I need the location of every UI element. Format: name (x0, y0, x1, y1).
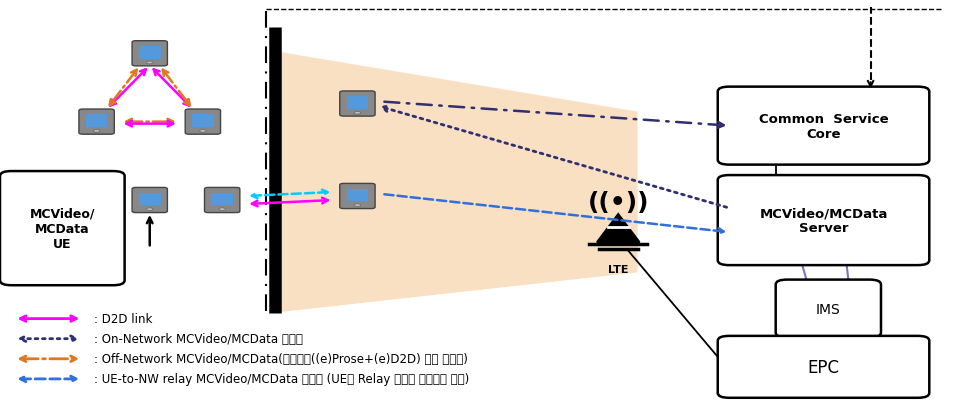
Bar (139, 193, 160, 206)
Text: IMS: IMS (816, 302, 840, 316)
Bar (347, 97, 368, 110)
Bar (192, 115, 213, 128)
Circle shape (219, 209, 225, 211)
Text: : D2D link: : D2D link (94, 312, 152, 325)
Text: MCVideo/MCData
Server: MCVideo/MCData Server (759, 207, 888, 235)
Bar (139, 47, 160, 60)
Circle shape (355, 205, 360, 207)
Text: EPC: EPC (808, 358, 839, 376)
Text: : On-Network MCVideo/MCData 서비스: : On-Network MCVideo/MCData 서비스 (94, 332, 302, 345)
Circle shape (94, 130, 99, 133)
Bar (86, 115, 107, 128)
FancyBboxPatch shape (0, 172, 125, 286)
FancyBboxPatch shape (340, 92, 375, 117)
Circle shape (355, 112, 360, 115)
Circle shape (147, 209, 153, 211)
Bar (212, 193, 233, 206)
Circle shape (147, 62, 153, 65)
Bar (347, 189, 368, 202)
Text: LTE: LTE (608, 265, 629, 275)
Polygon shape (597, 215, 639, 243)
FancyBboxPatch shape (132, 188, 167, 213)
FancyBboxPatch shape (340, 184, 375, 209)
Text: Common  Service
Core: Common Service Core (758, 112, 889, 140)
FancyBboxPatch shape (79, 110, 114, 135)
FancyBboxPatch shape (185, 110, 220, 135)
FancyBboxPatch shape (718, 87, 929, 165)
Text: ((•)): ((•)) (587, 190, 649, 215)
Text: MCVideo/
MCData
UE: MCVideo/ MCData UE (30, 207, 95, 250)
FancyBboxPatch shape (718, 176, 929, 265)
FancyBboxPatch shape (132, 42, 167, 67)
Text: : UE-to-NW relay MCVideo/MCData 서비스 (UE와 Relay 구간은 직접통신 기반): : UE-to-NW relay MCVideo/MCData 서비스 (UE와… (94, 373, 469, 385)
FancyBboxPatch shape (718, 336, 929, 398)
FancyBboxPatch shape (776, 280, 881, 338)
FancyBboxPatch shape (205, 188, 240, 213)
Polygon shape (275, 52, 638, 313)
Circle shape (200, 130, 206, 133)
Text: : Off-Network MCVideo/MCData(직접통신((e)Prose+(e)D2D) 기반 서비스): : Off-Network MCVideo/MCData(직접통신((e)Pro… (94, 352, 468, 365)
